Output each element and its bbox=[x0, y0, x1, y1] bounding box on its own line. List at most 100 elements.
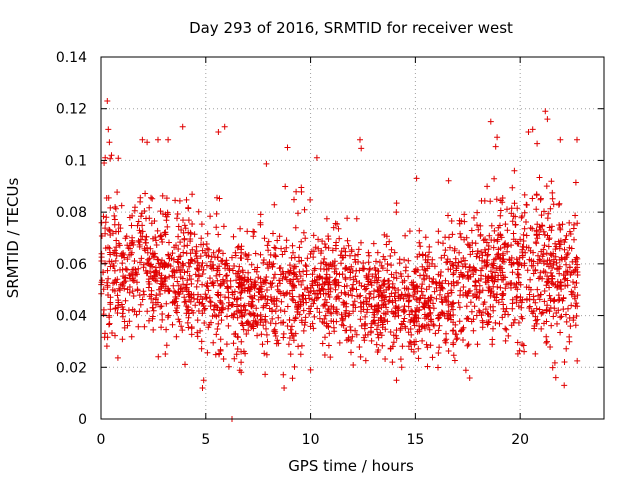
data-point bbox=[311, 313, 318, 320]
data-point bbox=[237, 290, 244, 296]
data-point bbox=[194, 266, 201, 273]
x-tick-label: 0 bbox=[97, 432, 106, 448]
data-point bbox=[249, 302, 256, 309]
data-point bbox=[155, 136, 161, 143]
chart-title: Day 293 of 2016, SRMTID for receiver wes… bbox=[189, 19, 513, 37]
data-point bbox=[276, 233, 283, 240]
data-point bbox=[255, 274, 262, 281]
data-point bbox=[217, 336, 224, 343]
data-point bbox=[120, 306, 127, 313]
data-point bbox=[225, 363, 232, 370]
data-point bbox=[550, 297, 557, 304]
data-point bbox=[491, 256, 498, 263]
data-point bbox=[297, 298, 304, 305]
data-point bbox=[515, 260, 522, 267]
data-point bbox=[129, 271, 136, 278]
data-point bbox=[109, 286, 116, 293]
data-point bbox=[114, 310, 121, 316]
data-point bbox=[548, 227, 555, 234]
data-point bbox=[222, 260, 229, 267]
data-point bbox=[549, 364, 556, 371]
data-point bbox=[309, 278, 316, 285]
data-point bbox=[445, 280, 452, 287]
data-point bbox=[490, 244, 497, 251]
data-point bbox=[199, 271, 206, 277]
data-point bbox=[325, 281, 332, 288]
data-point bbox=[373, 258, 379, 265]
data-point bbox=[397, 356, 404, 363]
data-point bbox=[560, 306, 567, 313]
data-point bbox=[561, 382, 568, 389]
data-point bbox=[567, 323, 574, 330]
data-point bbox=[311, 297, 318, 304]
data-point bbox=[512, 221, 519, 228]
data-point bbox=[151, 253, 157, 260]
data-point bbox=[481, 246, 488, 253]
data-point bbox=[300, 229, 307, 236]
data-point bbox=[537, 196, 544, 203]
data-point bbox=[508, 242, 515, 249]
data-point bbox=[131, 258, 138, 264]
data-point bbox=[217, 346, 224, 353]
data-point bbox=[244, 228, 251, 235]
data-point bbox=[472, 291, 478, 298]
data-point bbox=[284, 303, 291, 310]
data-point bbox=[236, 263, 243, 270]
data-point bbox=[137, 301, 144, 308]
data-point bbox=[181, 222, 188, 229]
data-point bbox=[136, 241, 143, 248]
data-point bbox=[325, 286, 332, 293]
data-point bbox=[238, 359, 245, 366]
data-point bbox=[273, 303, 280, 310]
data-point bbox=[315, 294, 322, 301]
data-point bbox=[541, 208, 547, 215]
data-point bbox=[105, 275, 112, 282]
data-point bbox=[117, 266, 123, 273]
data-point bbox=[484, 183, 491, 190]
data-point bbox=[495, 246, 502, 253]
data-point bbox=[457, 230, 464, 237]
data-point bbox=[102, 154, 109, 161]
data-point bbox=[543, 250, 550, 257]
data-point bbox=[331, 328, 338, 335]
data-point bbox=[302, 235, 309, 242]
data-point bbox=[350, 276, 357, 283]
data-point bbox=[221, 280, 228, 286]
data-point bbox=[159, 263, 166, 270]
data-point bbox=[195, 208, 202, 215]
data-point bbox=[566, 264, 573, 271]
data-point bbox=[374, 249, 381, 256]
data-point bbox=[138, 255, 145, 262]
data-point bbox=[215, 248, 222, 255]
data-point bbox=[461, 211, 468, 218]
data-point bbox=[385, 278, 391, 284]
data-point bbox=[405, 292, 412, 299]
data-point bbox=[416, 239, 423, 246]
data-point bbox=[166, 239, 172, 246]
data-point bbox=[349, 292, 356, 299]
data-point bbox=[336, 235, 343, 242]
data-point bbox=[491, 278, 498, 285]
data-point bbox=[155, 353, 162, 360]
data-point bbox=[272, 308, 279, 315]
data-point bbox=[185, 324, 192, 331]
data-point bbox=[347, 327, 354, 334]
data-point bbox=[450, 339, 457, 346]
data-point bbox=[307, 251, 314, 257]
data-point bbox=[301, 206, 308, 213]
data-point bbox=[310, 232, 317, 239]
data-point bbox=[234, 314, 241, 321]
data-point bbox=[339, 271, 346, 278]
data-point bbox=[572, 322, 579, 329]
data-point bbox=[367, 324, 374, 331]
data-point bbox=[426, 249, 433, 256]
data-point bbox=[508, 261, 515, 268]
data-point bbox=[574, 220, 581, 227]
data-point bbox=[255, 296, 262, 303]
data-point bbox=[526, 303, 533, 310]
data-point bbox=[388, 262, 395, 269]
data-point bbox=[488, 237, 495, 243]
data-point bbox=[443, 297, 450, 304]
data-point bbox=[114, 189, 121, 196]
data-point bbox=[105, 244, 111, 251]
